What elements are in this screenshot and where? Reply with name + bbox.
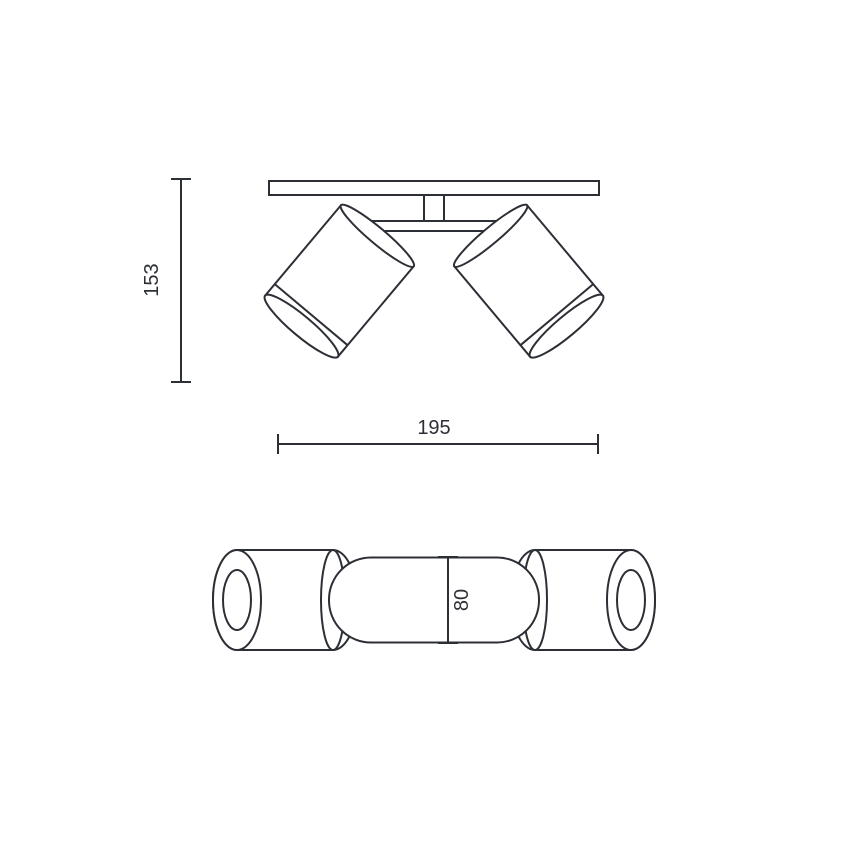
plan-base-plate bbox=[329, 558, 539, 643]
dim-height-label: 153 bbox=[141, 263, 163, 296]
ceiling-plate bbox=[269, 181, 599, 195]
mount-stem bbox=[424, 195, 444, 221]
plan-view: 80 bbox=[213, 550, 655, 650]
dim-depth-label: 80 bbox=[451, 589, 473, 611]
technical-drawing: 153 195 bbox=[0, 0, 868, 868]
dim-height: 153 bbox=[141, 179, 191, 382]
dim-width-label: 195 bbox=[417, 417, 450, 439]
dim-width: 195 bbox=[278, 417, 598, 454]
hinge-bar bbox=[372, 221, 497, 231]
